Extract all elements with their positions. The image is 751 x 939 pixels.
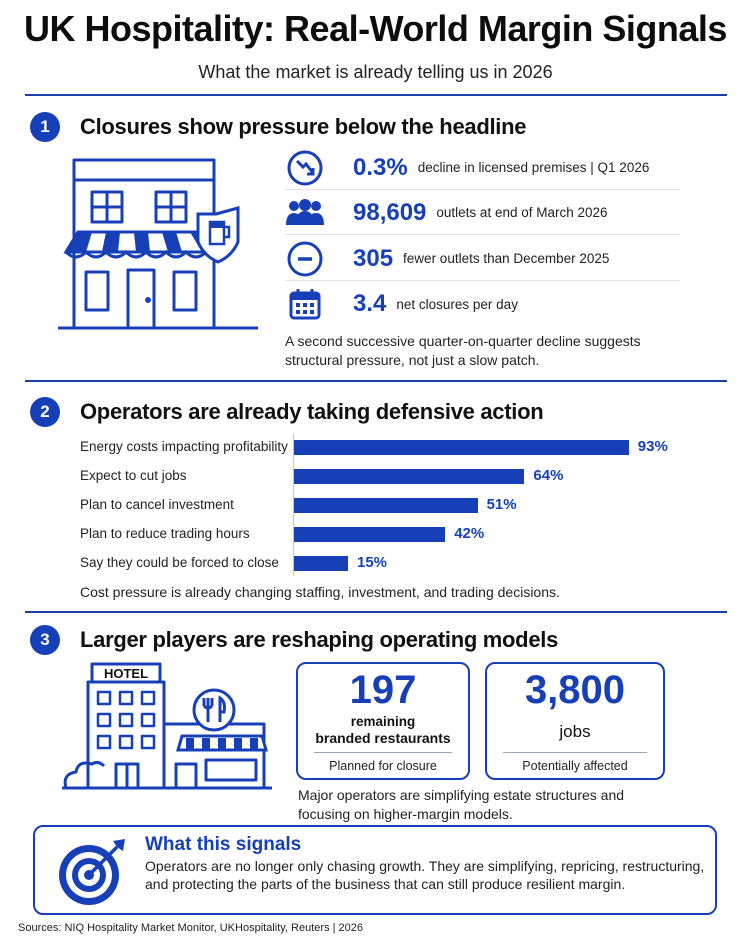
card-label: branded restaurants: [315, 730, 451, 746]
divider: [25, 94, 727, 96]
page-title: UK Hospitality: Real-World Margin Signal…: [24, 8, 727, 49]
card-value: 197: [349, 668, 417, 712]
bar-value-label: 42%: [454, 525, 485, 542]
card-label: remaining: [350, 714, 416, 729]
card-value: 3,800: [524, 668, 626, 712]
bar-value-label: 64%: [533, 467, 564, 484]
bar-value-label: 93%: [637, 438, 668, 455]
stat-value: 98,609: [353, 198, 427, 226]
minus-circle-icon: [285, 239, 325, 279]
divider: [25, 380, 727, 382]
hotel-illustration: [62, 662, 272, 790]
stat-value: 3.4: [353, 290, 387, 317]
bar: [294, 440, 629, 455]
stat-row-closures: 3.4 net closures per day: [285, 282, 680, 326]
stat-value: 305: [353, 244, 394, 272]
calendar-icon: [285, 284, 325, 324]
section-1-note: A second successive quarter-on-quarter d…: [285, 333, 641, 368]
sources-footer: Sources: NIQ Hospitality Market Monitor,…: [18, 922, 364, 934]
card-divider: [314, 752, 452, 753]
card-divider: [503, 752, 647, 753]
card-restaurants: 197 remaining branded restaurants Planne…: [296, 662, 470, 780]
stat-label: net closures per day: [396, 296, 518, 312]
section-2-title: Operators are already taking defensive a…: [80, 399, 544, 424]
card-footnote: Planned for closure: [329, 759, 437, 773]
bar-label: Plan to reduce trading hours: [80, 526, 250, 541]
card-label: jobs: [559, 722, 591, 741]
bar-label: Energy costs impacting profitability: [80, 439, 288, 454]
signals-box: What this signals Operators are no longe…: [33, 825, 717, 915]
chart-axis: [293, 434, 294, 576]
stat-row-outlets: 98,609 outlets at end of March 2026: [285, 191, 680, 235]
card-footnote: Potentially affected: [522, 759, 628, 773]
bar-label: Say they could be forced to close: [80, 555, 279, 570]
target-icon: [59, 839, 125, 905]
section-1-title: Closures show pressure below the headlin…: [80, 114, 527, 139]
bar-value-label: 51%: [486, 496, 517, 513]
hotel-sign: HOTEL: [103, 666, 149, 681]
people-icon: [285, 193, 325, 233]
section-2-badge: 2: [30, 397, 60, 427]
section-3-note: Major operators are simplifying estate s…: [298, 787, 625, 822]
stat-row-fewer: 305 fewer outlets than December 2025: [285, 237, 680, 281]
bar: [294, 556, 348, 571]
bar-value-label: 15%: [357, 554, 388, 571]
bar: [294, 527, 446, 542]
stat-label: outlets at end of March 2026: [436, 205, 608, 220]
storefront-illustration: [58, 158, 258, 330]
bar: [294, 469, 525, 484]
section-3-title: Larger players are reshaping operating m…: [80, 627, 558, 652]
signals-text: Operators are no longer only chasing gro…: [145, 858, 705, 892]
divider: [25, 611, 727, 613]
stat-value: 0.3%: [353, 153, 408, 181]
section-1-badge: 1: [30, 112, 60, 142]
card-jobs: 3,800 jobs Potentially affected: [485, 662, 665, 780]
stat-row-decline: 0.3% decline in licensed premises | Q1 2…: [285, 146, 680, 190]
bar: [294, 498, 478, 513]
trend-down-icon: [285, 148, 325, 188]
stat-label: decline in licensed premises | Q1 2026: [417, 160, 650, 175]
stat-label: fewer outlets than December 2025: [403, 251, 610, 266]
page-subtitle: What the market is already telling us in…: [198, 62, 553, 82]
signals-title: What this signals: [145, 834, 302, 855]
section-3-badge: 3: [30, 625, 60, 655]
section-2-note: Cost pressure is already changing staffi…: [80, 584, 560, 600]
bar-label: Expect to cut jobs: [80, 468, 187, 483]
bar-label: Plan to cancel investment: [80, 497, 234, 512]
